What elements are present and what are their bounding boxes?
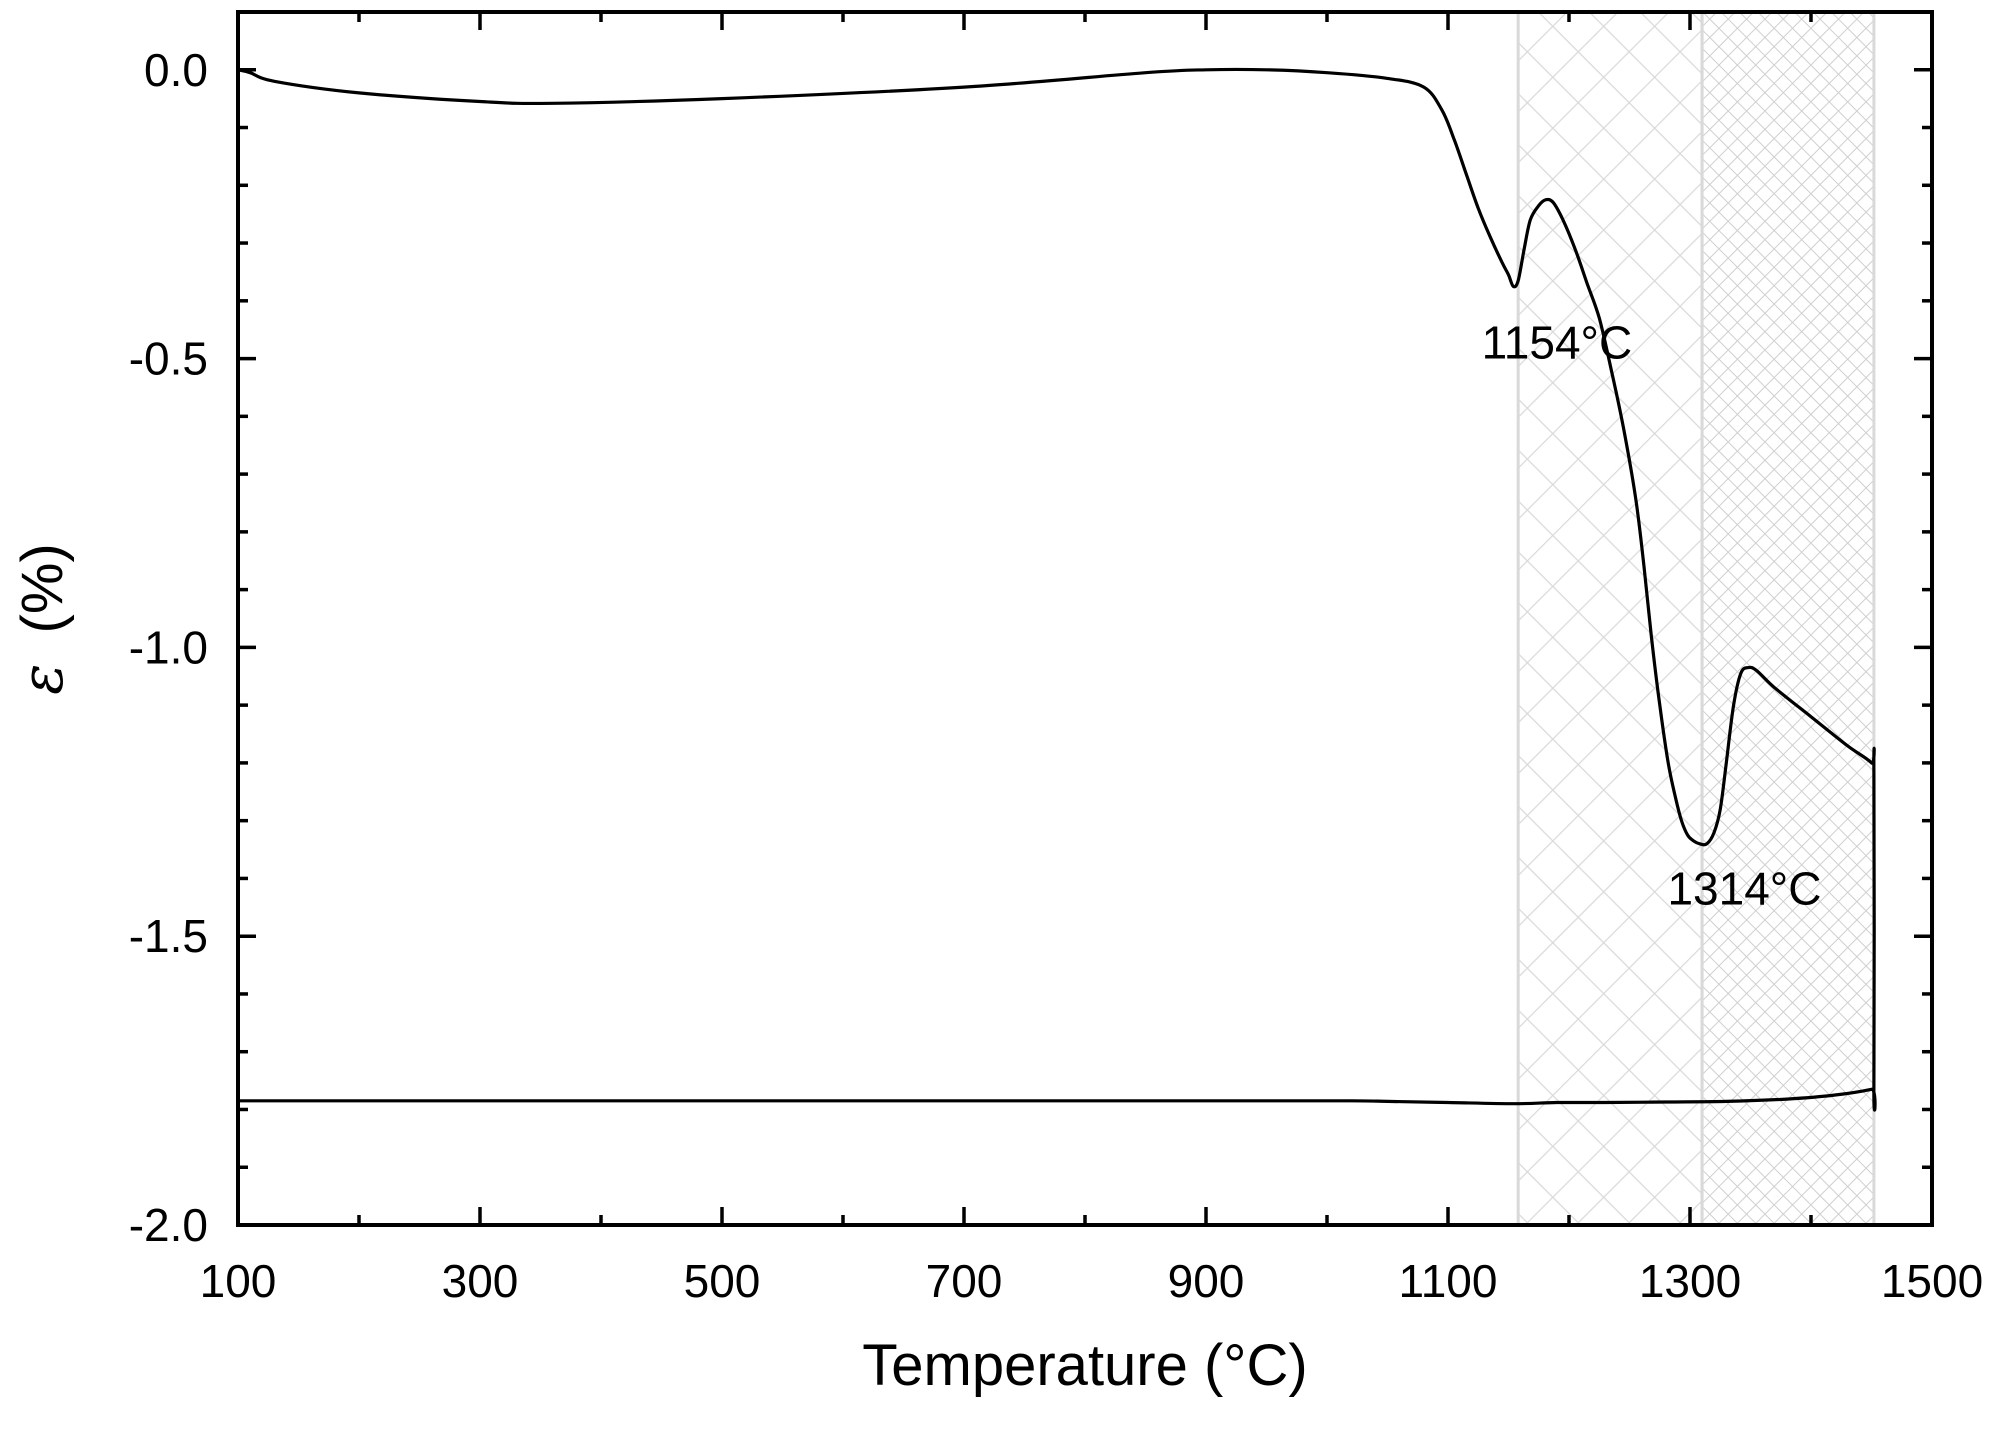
shaded-region-1	[1516, 10, 1704, 1227]
y-tick-label: -0.5	[129, 333, 208, 385]
x-axis-title: Temperature (°C)	[862, 1333, 1307, 1398]
y-tick-label: 0.0	[144, 44, 208, 96]
x-tick-labels: 100 300 500 700 900 1100 1300 1500	[200, 1255, 1984, 1307]
plot-frame	[236, 10, 1934, 1227]
y-axis-title: ε (%)	[8, 543, 76, 694]
y-tick-label: -1.0	[129, 621, 208, 673]
data-line-layer	[236, 67, 1877, 1112]
x-tick-label: 700	[926, 1255, 1003, 1307]
y-axis-unit: (%)	[10, 543, 75, 633]
y-tick-label: -2.0	[129, 1199, 208, 1251]
y-tick-label: -1.5	[129, 910, 208, 962]
x-tick-label: 1500	[1881, 1255, 1983, 1307]
x-tick-label: 100	[200, 1255, 277, 1307]
y-axis-symbol: ε	[8, 664, 76, 695]
shaded-regions	[1516, 10, 1876, 1227]
shaded-region-2	[1700, 10, 1876, 1227]
x-tick-label: 1300	[1639, 1255, 1741, 1307]
x-tick-label: 500	[684, 1255, 761, 1307]
strain-curve-1	[236, 67, 1877, 1112]
peak-annotation: 1314°C	[1667, 862, 1821, 914]
annotations: 1154°C 1314°C	[1482, 317, 1822, 915]
x-tick-label: 1100	[1399, 1255, 1498, 1307]
x-tick-label: 300	[442, 1255, 519, 1307]
peak-annotation: 1154°C	[1482, 317, 1633, 369]
y-tick-labels: 0.0 -0.5 -1.0 -1.5 -2.0	[129, 44, 208, 1251]
x-tick-label: 900	[1168, 1255, 1245, 1307]
